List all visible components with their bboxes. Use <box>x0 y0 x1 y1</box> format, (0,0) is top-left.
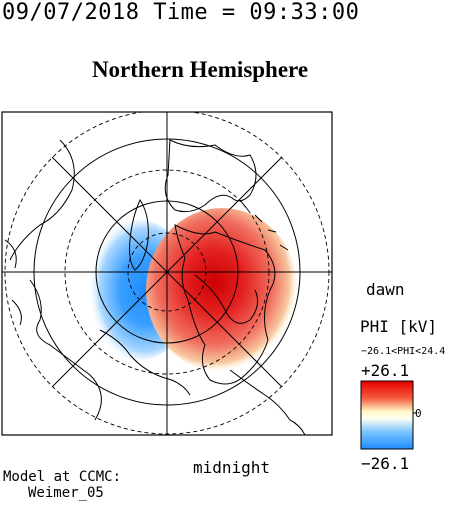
model-name-label: Weimer_05 <box>28 485 104 501</box>
colorbar-zero-label: 0 <box>415 407 422 420</box>
model-source-label: Model at CCMC: <box>3 469 122 485</box>
colorbar <box>360 380 417 450</box>
coastlines <box>4 139 306 435</box>
colorbar-min-label: −26.1 <box>361 454 410 473</box>
colorbar-gradient <box>360 380 414 450</box>
colorbar-max-label: +26.1 <box>361 361 410 380</box>
midnight-label: midnight <box>193 458 271 477</box>
plot-title: Northern Hemisphere <box>91 57 309 82</box>
positive-potential-cell <box>146 208 298 372</box>
date-time-header: 09/07/2018 Time = 09:33:00 <box>2 0 360 25</box>
colorbar-range-text: −26.1<PHI<24.4 <box>361 346 446 357</box>
map-frame <box>1 111 333 436</box>
dawn-label: dawn <box>366 280 405 299</box>
meridian-lines <box>2 112 332 435</box>
colorbar-quantity-label: PHI [kV] <box>360 317 438 336</box>
polar-map <box>1 111 333 436</box>
